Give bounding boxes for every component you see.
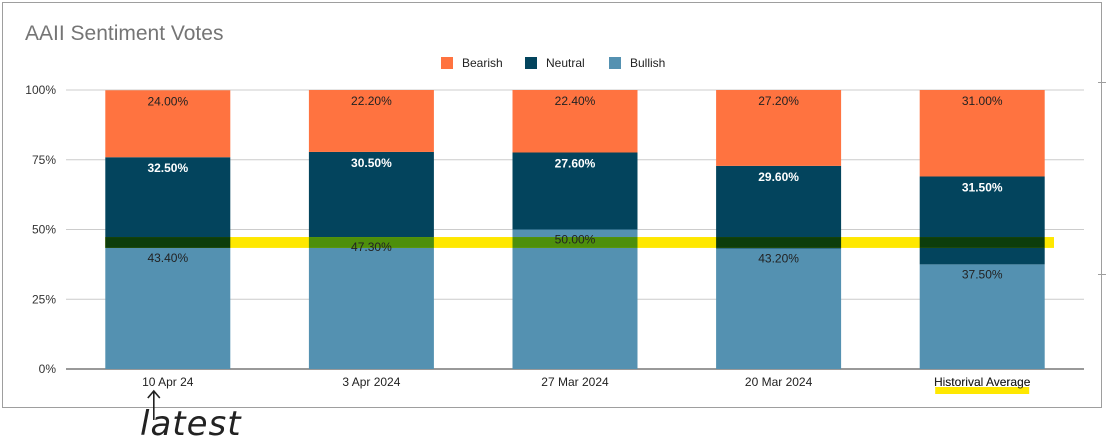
category-underline-highlight xyxy=(935,387,1030,394)
legend-swatch-bearish xyxy=(441,57,453,69)
bar-segment-neutral xyxy=(512,152,638,230)
y-tick-label: 50% xyxy=(32,223,56,237)
data-label: 37.50% xyxy=(962,267,1003,281)
data-label: 29.60% xyxy=(758,170,799,184)
bar-segment-bullish xyxy=(308,237,434,369)
band-overlap xyxy=(919,237,1045,248)
band-overlap xyxy=(512,237,638,248)
y-tick-label: 75% xyxy=(32,153,56,167)
data-label: 31.00% xyxy=(962,94,1003,108)
bar-segment-neutral xyxy=(919,176,1045,265)
bar-segment-bullish xyxy=(512,229,638,369)
band-overlap xyxy=(716,237,842,248)
latest-annotation: latest xyxy=(140,404,242,444)
band-overlap xyxy=(308,237,434,248)
edge-line xyxy=(1098,274,1106,275)
x-tick-label: Historival Average xyxy=(934,375,1031,389)
data-label: 43.40% xyxy=(147,251,188,265)
legend-label-bearish: Bearish xyxy=(462,56,503,70)
band-overlap xyxy=(105,237,231,248)
bar-segment-neutral xyxy=(716,165,842,249)
legend-label-neutral: Neutral xyxy=(546,56,585,70)
legend-swatch-neutral xyxy=(525,57,537,69)
bar-segment-bullish xyxy=(919,264,1045,369)
data-label: 32.50% xyxy=(147,161,188,175)
bar-segment-bearish xyxy=(512,90,638,153)
data-label: 47.30% xyxy=(351,240,392,254)
bar-segment-neutral xyxy=(308,151,434,238)
data-label: 22.40% xyxy=(555,94,596,108)
data-label: 24.00% xyxy=(147,94,188,108)
data-label: 27.20% xyxy=(758,94,799,108)
x-tick-label: 27 Mar 2024 xyxy=(541,375,609,389)
x-tick-label: 20 Mar 2024 xyxy=(745,375,813,389)
data-label: 22.20% xyxy=(351,94,392,108)
y-tick-label: 100% xyxy=(25,83,56,97)
bar-segment-bullish xyxy=(105,247,231,369)
bar-segment-bearish xyxy=(919,90,1045,177)
y-tick-label: 25% xyxy=(32,292,56,306)
y-tick-label: 0% xyxy=(39,362,57,376)
data-label: 43.20% xyxy=(758,251,799,265)
chart-title: AAII Sentiment Votes xyxy=(25,22,224,45)
data-label: 31.50% xyxy=(962,180,1003,194)
bar-segment-neutral xyxy=(105,157,231,248)
data-label: 27.60% xyxy=(555,156,596,170)
x-tick-label: Historival Average xyxy=(934,375,1031,389)
bar-segment-bearish xyxy=(105,90,231,158)
bar-segment-bearish xyxy=(308,90,434,152)
legend-swatch-bullish xyxy=(609,57,621,69)
data-label: 50.00% xyxy=(555,233,596,247)
x-tick-label: 3 Apr 2024 xyxy=(342,375,400,389)
bar-segment-bearish xyxy=(716,90,842,166)
x-tick-label: 10 Apr 24 xyxy=(142,375,194,389)
data-label: 30.50% xyxy=(351,156,392,170)
edge-line xyxy=(1098,82,1106,83)
legend-label-bullish: Bullish xyxy=(630,56,665,70)
bar-segment-bullish xyxy=(716,248,842,369)
annotation-arrowhead xyxy=(147,389,161,399)
